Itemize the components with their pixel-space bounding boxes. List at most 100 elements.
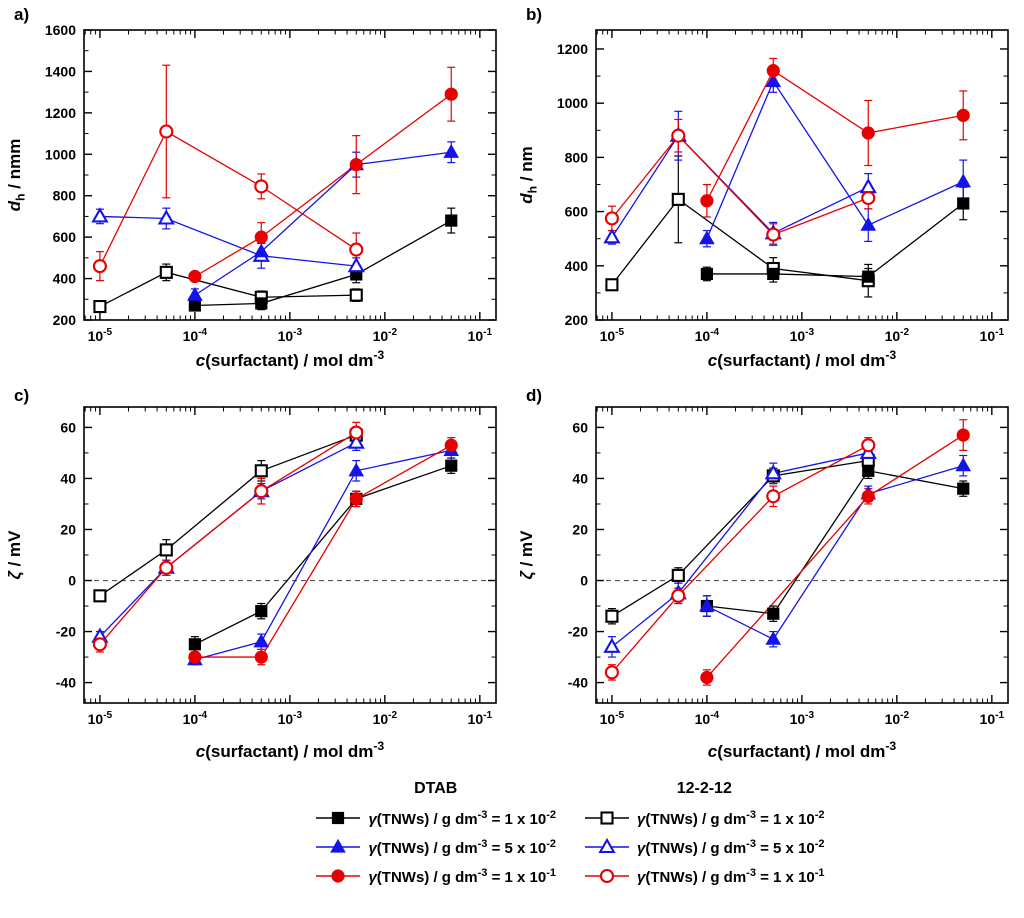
series-line-dtab_1e2 [706,470,964,615]
panel-c: 10-5 10-4 10-3 10-2 10-1 -40 -20 0 20 40 60 c(surfa… [0,381,512,772]
plot-frame [83,406,497,704]
series-markers-dtab_1e2 [700,197,970,283]
x-tick-label: 10-5 [600,327,625,344]
legend-marker-square-icon [585,810,629,825]
series-line-dtab_5e2 [706,465,964,641]
series-errorbars-gem_1e1 [607,437,873,681]
y-axis-title: dh / nmm [5,139,27,212]
x-axis-title: c(surfactant) / mol dm-3 [196,739,385,761]
x-tick-label: 10-5 [88,327,113,344]
y-tick-label: 60 [60,419,76,435]
panel-label: c) [14,386,29,405]
x-tick-label: 10-3 [790,327,815,344]
legend-marker-circle-icon [585,868,629,883]
y-tick-label: 20 [572,521,588,537]
x-axis-title: c(surfactant) / mol dm-3 [708,739,897,761]
legend: DTAB γ(TNWs) / g dm-3 = 1 x 10-2 γ(TNWs) /… [58,772,1024,890]
series-errorbars-gem_1e2 [95,426,361,602]
series-errorbars-dtab_5e2 [190,141,456,302]
plot-frame [595,29,1009,321]
y-tick-label: 0 [68,573,76,589]
axes: 10-5 10-4 10-3 10-2 10-1 200 400 600 800 1000 1200… [5,22,497,370]
y-tick-label: -40 [56,675,76,691]
panel-label: b) [526,5,542,24]
series-line-dtab_1e1 [194,444,452,658]
series-errorbars-dtab_5e2 [702,454,968,648]
x-tick-label: 10-3 [278,327,303,344]
x-axis-title: c(surfactant) / mol dm-3 [196,348,385,370]
x-tick-label: 10-2 [373,327,398,344]
plot-frame [595,406,1009,704]
series-markers-dtab_1e1 [700,428,970,685]
series-markers-gem_5e2 [603,443,877,653]
series-line-dtab_5e2 [706,80,964,239]
panel-a-chart: 10-5 10-4 10-3 10-2 10-1 200 400 600 800 1000 1200… [5,5,497,370]
series-line-gem_1e1 [99,431,357,645]
series-line-gem_5e2 [611,452,869,648]
legend-item: γ(TNWs) / g dm-3 = 5 x 10-2 [584,834,825,859]
series-line-dtab_5e2 [194,151,452,296]
x-tick-label: 10-2 [373,710,398,727]
series-markers-dtab_1e1 [700,64,970,208]
y-tick-label: 0 [580,573,588,589]
series-line-gem_1e1 [611,444,869,673]
series-markers-dtab_1e2 [188,214,458,312]
axes: 10-5 10-4 10-3 10-2 10-1 200 400 600 800 1000 1200… [517,29,1009,370]
panel-d-chart: 10-5 10-4 10-3 10-2 10-1 -40 -20 0 20 40 60 c(surfa… [517,386,1009,761]
series-errorbars-dtab_1e1 [190,437,456,666]
series-line-dtab_1e2 [194,220,452,307]
y-tick-label: 1600 [45,22,76,38]
legend-label: γ(TNWs) / g dm-3 = 1 x 10-2 [368,809,556,828]
x-tick-label: 10-2 [885,710,910,727]
chart-grid: 10-5 10-4 10-3 10-2 10-1 200 400 600 800 1000 1200… [0,0,1024,772]
y-tick-label: 40 [572,470,588,486]
axes: 10-5 10-4 10-3 10-2 10-1 -40 -20 0 20 40 60 c(surfa… [517,406,1009,761]
series-markers-dtab_5e2 [699,73,972,245]
series-line-dtab_1e2 [706,202,964,278]
y-tick-label: 1200 [557,41,588,57]
x-tick-label: 10-4 [183,327,208,344]
x-axis-title: c(surfactant) / mol dm-3 [708,348,897,370]
legend-marker-square-icon [316,811,361,824]
series-markers-gem_1e1 [92,425,364,652]
series-errorbars-gem_1e1 [95,64,361,282]
y-tick-label: 400 [53,271,77,287]
legend-item: γ(TNWs) / g dm-3 = 1 x 10-1 [315,863,556,888]
x-tick-label: 10-4 [695,327,720,344]
y-tick-label: 600 [565,204,589,220]
x-tick-label: 10-1 [980,327,1005,344]
series-markers-gem_1e2 [605,454,875,623]
y-tick-label: 1000 [45,146,76,162]
legend-label: γ(TNWs) / g dm-3 = 1 x 10-1 [368,867,556,886]
legend-col-12-2-12: 12-2-12 γ(TNWs) / g dm-3 = 1 x 10-2 γ(TNWs… [584,780,825,890]
y-axis-title: ζ / mV [517,530,536,580]
series-line-dtab_1e1 [194,93,452,278]
series-line-dtab_1e1 [706,69,964,202]
legend-header: DTAB [414,780,458,797]
y-tick-label: 40 [60,470,76,486]
series-errorbars-gem_5e2 [95,434,361,643]
y-axis-title: dh / nm [517,146,539,204]
y-tick-label: -20 [56,624,76,640]
legend-item: γ(TNWs) / g dm-3 = 1 x 10-2 [584,805,825,830]
series-errorbars-dtab_1e1 [702,57,968,218]
legend-marker-triangle-icon [585,837,629,853]
panel-b-chart: 10-5 10-4 10-3 10-2 10-1 200 400 600 800 1000 1200… [517,5,1009,370]
series-markers-gem_1e2 [93,428,363,603]
plot-frame [83,29,497,321]
x-tick-label: 10-1 [468,327,493,344]
series-line-dtab_1e1 [706,434,964,678]
series-line-gem_1e2 [611,198,869,286]
y-tick-label: 600 [53,229,77,245]
legend-marker-circle-icon [316,868,361,883]
panel-b: 10-5 10-4 10-3 10-2 10-1 200 400 600 800 1000 1200… [512,0,1024,381]
y-tick-label: -20 [568,624,588,640]
y-tick-label: 400 [565,258,589,274]
x-tick-label: 10-5 [88,710,113,727]
x-tick-label: 10-1 [980,710,1005,727]
series-line-gem_1e1 [611,134,869,236]
series-line-dtab_5e2 [194,449,452,661]
series-line-gem_5e2 [99,215,357,267]
x-tick-label: 10-4 [183,710,208,727]
